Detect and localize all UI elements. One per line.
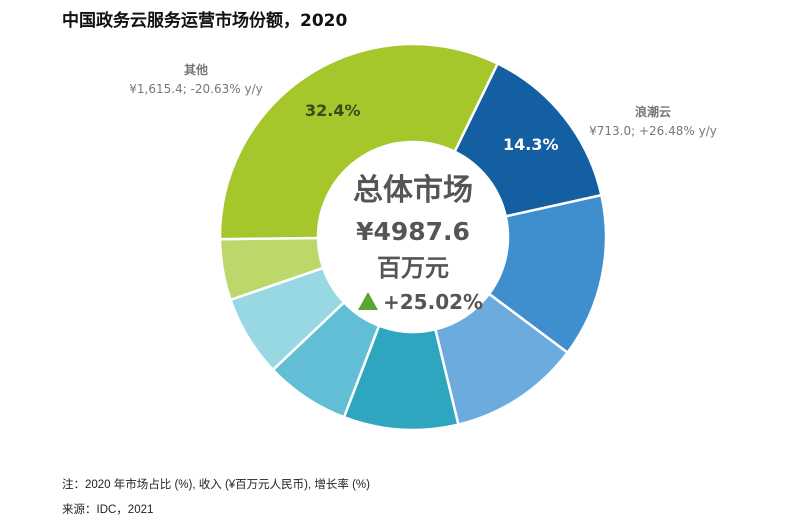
center-total: ¥4987.6 xyxy=(356,217,470,246)
label-inspur-name: 浪潮云 xyxy=(635,104,671,119)
triangle-up-icon xyxy=(358,292,378,310)
footnote: 注：2020 年市场占比 (%), 收入 (¥百万元人民币), 增长率 (%) xyxy=(62,479,370,491)
center-unit: 百万元 xyxy=(377,254,449,282)
donut-slice-others xyxy=(218,42,500,241)
slice-data-label: 14.3% xyxy=(503,135,559,154)
chart-title: 中国政务云服务运营市场份额，2020 xyxy=(62,11,348,31)
label-others-name: 其他 xyxy=(184,62,208,77)
center-title: 总体市场 xyxy=(353,173,473,208)
label-inspur-detail: ¥713.0; +26.48% y/y xyxy=(589,124,717,138)
source: 来源：IDC，2021 xyxy=(62,504,154,516)
center-growth: +25.02% xyxy=(383,290,483,314)
label-others-detail: ¥1,615.4; -20.63% y/y xyxy=(129,82,262,96)
slice-data-label: 32.4% xyxy=(305,101,361,120)
